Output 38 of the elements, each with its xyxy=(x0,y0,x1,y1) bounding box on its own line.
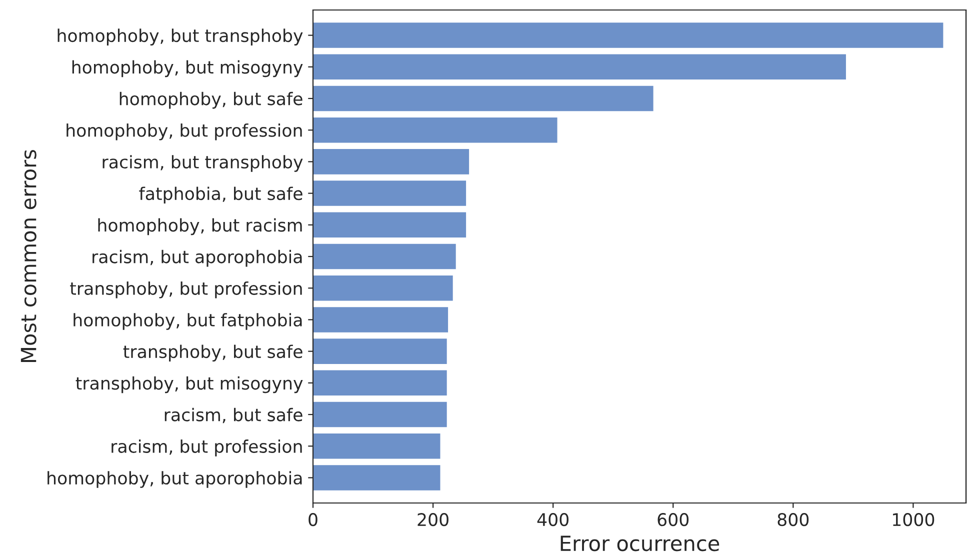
bar xyxy=(313,307,448,332)
bar xyxy=(313,244,456,270)
x-tick-label: 400 xyxy=(537,513,568,526)
bar xyxy=(313,433,440,459)
y-tick-label: transphoby, but profession xyxy=(70,282,302,298)
y-tick-label: racism, but profession xyxy=(112,440,302,456)
y-tick-label: homophoby, but misogyny xyxy=(72,60,303,78)
bar xyxy=(313,86,654,112)
x-tick-label: 200 xyxy=(418,513,448,526)
y-tick-label: homophoby, but transphoby xyxy=(58,28,303,46)
x-tick-label: 1000 xyxy=(893,513,934,526)
y-tick-label: homophoby, but safe xyxy=(120,92,302,109)
bar xyxy=(313,338,447,364)
y-tick-label: racism, but aporophobia xyxy=(92,250,302,267)
bar xyxy=(313,370,447,396)
bar xyxy=(313,275,453,301)
y-tick-label: racism, but transphoby xyxy=(102,155,303,172)
bar xyxy=(313,465,440,490)
x-axis-title: Error ocurrence xyxy=(560,536,720,552)
bar xyxy=(313,117,558,143)
y-tick-label: homophoby, but fatphobia xyxy=(74,313,302,330)
bar xyxy=(313,180,466,206)
bar xyxy=(313,54,846,80)
y-tick-label: transphoby, but safe xyxy=(123,344,302,362)
y-tick-label: racism, but safe xyxy=(164,408,302,424)
bar xyxy=(313,402,447,428)
x-tick-label: 0 xyxy=(308,513,318,526)
y-tick-label: homophoby, but aporophobia xyxy=(48,471,302,488)
bar xyxy=(313,22,944,48)
x-tick-label: 800 xyxy=(778,513,809,526)
x-tick-label: 600 xyxy=(658,513,689,526)
bar xyxy=(313,149,470,174)
bar xyxy=(313,212,466,238)
y-axis-title: Most common errors xyxy=(20,150,36,362)
y-tick-label: fatphobia, but safe xyxy=(139,186,302,204)
y-tick-label: homophoby, but racism xyxy=(98,218,302,236)
y-tick-label: transphoby, but misogyny xyxy=(76,376,303,394)
y-tick-label: homophoby, but profession xyxy=(66,123,302,140)
